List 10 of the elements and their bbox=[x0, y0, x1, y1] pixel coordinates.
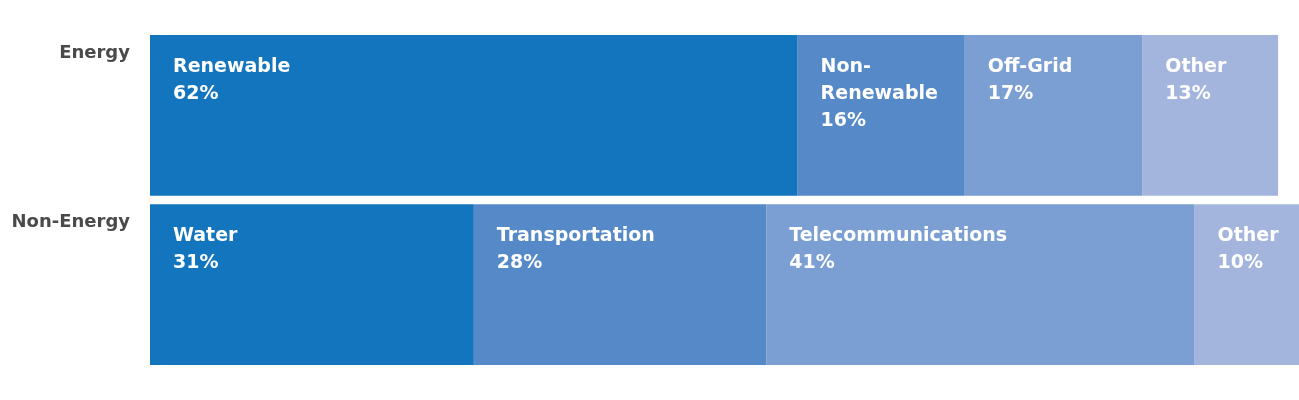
data-label: Telecommunications 41% bbox=[789, 223, 1008, 273]
data-label: Other 10% bbox=[1217, 223, 1280, 273]
data-label: Non-Renewable 16% bbox=[820, 54, 938, 131]
data-label: Transportation 28% bbox=[496, 223, 655, 273]
data-label: Off-Grid 17% bbox=[987, 54, 1073, 104]
y-tick-label: Energy bbox=[59, 41, 131, 63]
data-label: Renewable 62% bbox=[173, 54, 291, 104]
data-label: Other 13% bbox=[1165, 54, 1227, 104]
y-tick-label: Non-Energy bbox=[11, 210, 131, 232]
data-label: Water 31% bbox=[173, 223, 239, 273]
